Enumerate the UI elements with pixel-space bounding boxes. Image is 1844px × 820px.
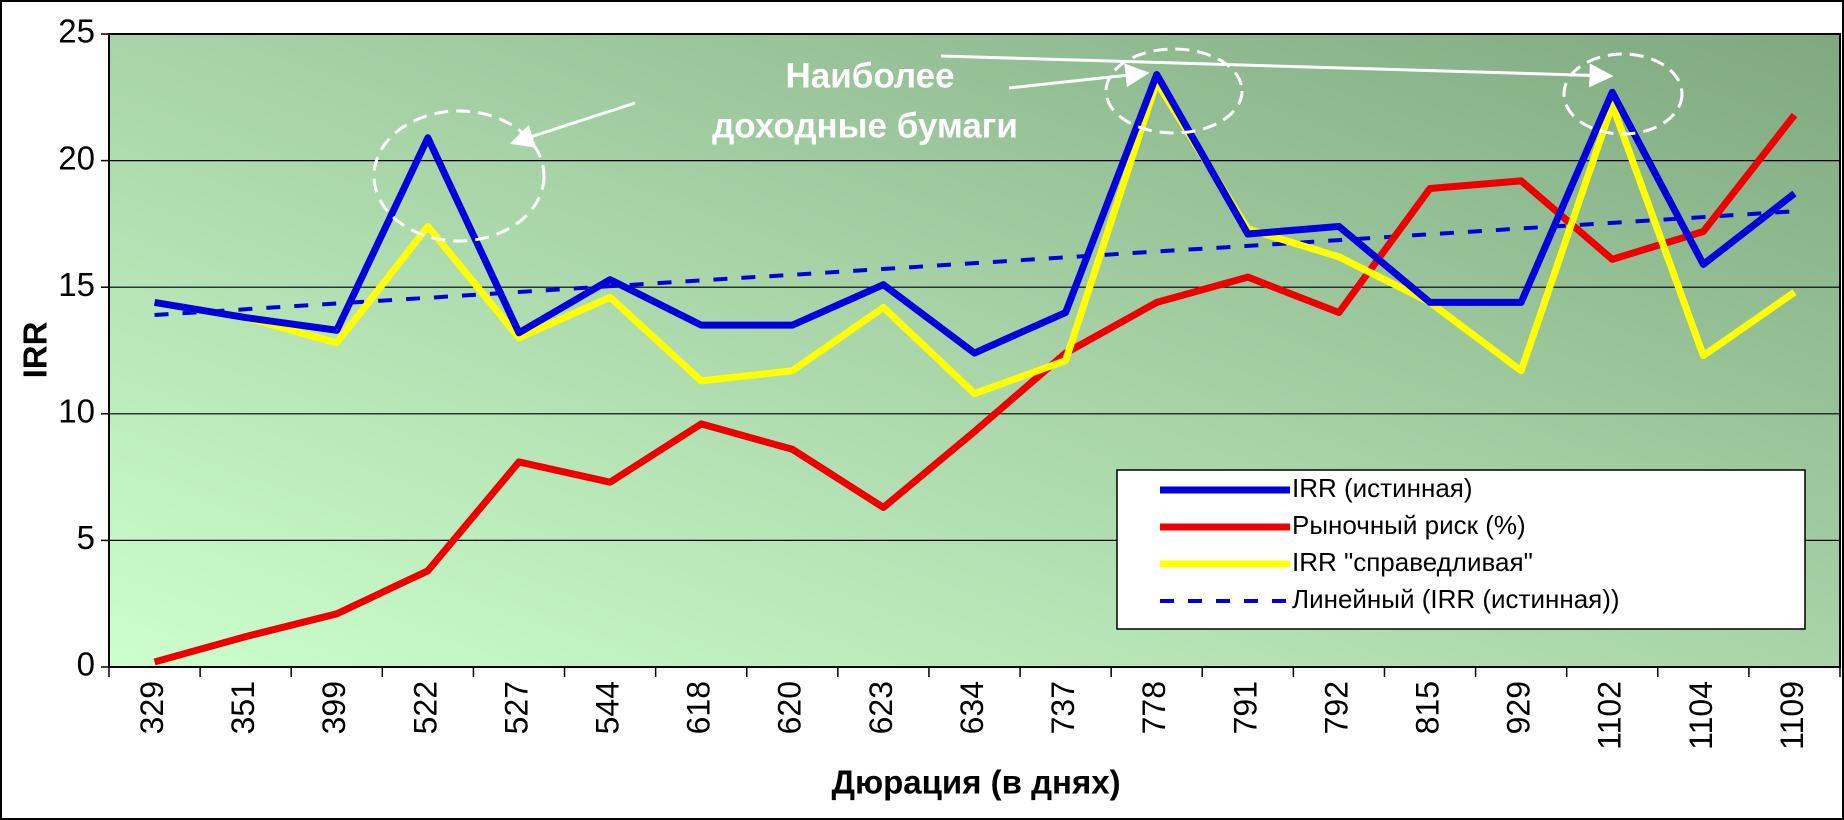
y-tick-label: 0 — [77, 646, 95, 683]
y-tick-label: 20 — [58, 139, 95, 176]
series-line — [154, 209, 1795, 318]
annotation-text: Наиболее — [785, 56, 954, 95]
annotation: Наиболее доходные бумаги — [372, 47, 1684, 243]
y-axis-label: IRR — [17, 321, 54, 378]
x-tick-label: 351 — [225, 681, 261, 734]
x-tick-label: 815 — [1409, 681, 1445, 734]
arrow — [1008, 63, 1150, 90]
x-tick-label: 522 — [407, 681, 443, 734]
series-line — [153, 112, 1798, 666]
arrow — [509, 101, 636, 148]
x-tick-label: 620 — [772, 681, 808, 734]
legend-label: Рыночный риск (%) — [1292, 510, 1526, 540]
x-axis-label: Дюрация (в днях) — [831, 764, 1120, 801]
x-tick-label: 1102 — [1592, 681, 1628, 750]
x-tick-label: 618 — [681, 681, 717, 734]
x-tick-label: 792 — [1318, 681, 1354, 734]
x-tick-label: 329 — [134, 681, 170, 734]
y-tick-label: 5 — [77, 519, 95, 556]
x-tick-label: 778 — [1136, 681, 1172, 734]
y-tick-label: 10 — [58, 393, 95, 430]
series-line — [153, 71, 1797, 357]
x-tick-label: 623 — [863, 681, 899, 734]
legend-label: IRR "справедливая" — [1292, 547, 1533, 577]
legend — [1116, 469, 1806, 630]
x-tick-label: 929 — [1501, 681, 1537, 734]
x-tick-label: 544 — [590, 681, 626, 734]
x-tick-label: 527 — [498, 681, 534, 734]
x-tick-label: 1104 — [1683, 681, 1719, 750]
x-tick-label: 737 — [1045, 681, 1081, 734]
arrow — [940, 54, 1614, 88]
annotation-text: доходные бумаги — [712, 106, 1018, 145]
highlight-ellipse — [372, 109, 546, 243]
x-tick-label: 1109 — [1774, 681, 1810, 750]
x-tick-label: 399 — [316, 681, 352, 734]
legend-label: Линейный (IRR (истинная)) — [1292, 584, 1620, 614]
highlight-ellipse — [1562, 52, 1684, 136]
legend-label: IRR (истинная) — [1292, 473, 1473, 503]
y-tick-label: 25 — [58, 13, 95, 50]
x-tick-label: 634 — [954, 681, 990, 734]
highlight-ellipse — [1104, 47, 1244, 135]
series-line — [153, 78, 1797, 398]
y-tick-label: 15 — [58, 266, 95, 303]
x-tick-label: 791 — [1227, 681, 1263, 734]
